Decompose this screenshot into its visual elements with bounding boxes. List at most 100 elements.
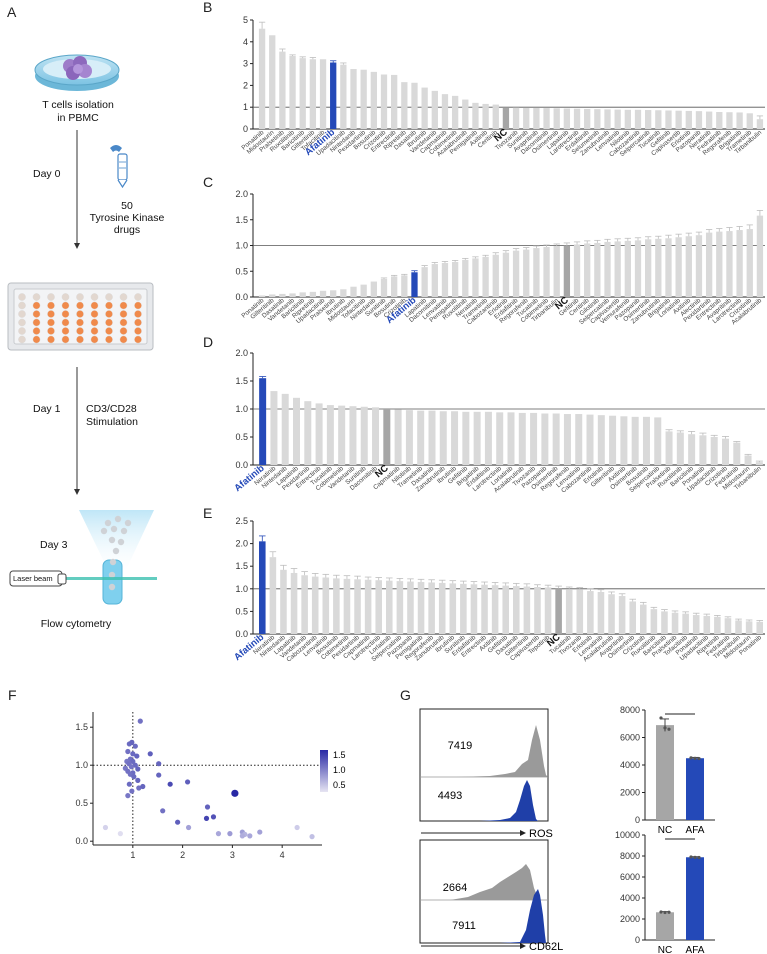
bar-chart-cell-counts: 0.00.51.01.52.02.5AfatinibNeratinibNinte…	[232, 516, 765, 664]
bar	[333, 578, 340, 634]
replicate-point	[697, 855, 701, 860]
bar	[301, 575, 308, 634]
scatter-point	[156, 761, 162, 767]
bar	[685, 110, 692, 129]
bar	[259, 541, 266, 634]
panel-letter-e: E	[203, 505, 212, 521]
bar	[695, 111, 703, 129]
drug-tube-icon	[110, 145, 128, 189]
scatter-point	[126, 781, 132, 787]
bar	[597, 415, 605, 465]
bar	[441, 263, 449, 297]
y-tick-label: 0.0	[235, 292, 248, 302]
y-tick-label: 2.5	[235, 516, 248, 526]
legend-tick-label: 1.5	[333, 750, 346, 760]
bar	[746, 229, 753, 297]
bar	[350, 286, 357, 297]
bar	[584, 108, 591, 129]
well	[119, 301, 128, 310]
bar	[609, 415, 617, 465]
scatter-point	[160, 808, 166, 814]
bar	[587, 591, 594, 634]
bar	[624, 240, 631, 297]
well	[32, 335, 41, 344]
bar	[642, 416, 650, 465]
bar	[576, 589, 584, 634]
bar	[304, 401, 312, 465]
bar	[281, 393, 289, 465]
step1-text-line1: T cells isolation	[42, 99, 114, 111]
scatter-point	[203, 815, 210, 822]
y-tick-label: 0.0	[235, 629, 248, 639]
bar	[733, 442, 741, 465]
bar	[462, 411, 470, 465]
bar	[386, 580, 393, 634]
bar	[710, 437, 718, 465]
y-tick-label: 2.0	[235, 189, 248, 199]
bar	[686, 857, 704, 940]
bar	[714, 616, 721, 634]
bar	[512, 107, 520, 129]
bar	[631, 416, 639, 465]
bar	[451, 261, 459, 297]
well	[18, 310, 26, 318]
bar	[319, 59, 327, 129]
bar	[573, 108, 581, 129]
bar	[330, 290, 337, 297]
y-tick-label: 0.5	[235, 606, 248, 616]
bar	[716, 111, 723, 129]
bar	[746, 113, 753, 129]
y-tick-label: 0.5	[235, 266, 248, 276]
bar	[396, 581, 404, 634]
well	[105, 335, 113, 344]
well	[105, 301, 113, 310]
bar	[745, 621, 753, 634]
replicate-point	[693, 756, 697, 761]
x-tick-label: 4	[280, 850, 285, 860]
bar	[523, 586, 531, 634]
bar	[299, 58, 306, 129]
scatter-point	[257, 829, 263, 835]
cd62l-axis-label: CD62L	[529, 941, 563, 953]
well	[18, 335, 26, 344]
replicate-point	[663, 910, 667, 915]
well	[18, 318, 26, 327]
y-tick-label: 1.5	[235, 215, 248, 225]
bar	[370, 281, 377, 297]
bar	[756, 215, 764, 297]
bar	[675, 110, 682, 129]
well	[47, 310, 55, 318]
y-tick-label: 1.0	[235, 404, 248, 414]
well	[18, 293, 26, 301]
bar	[575, 414, 583, 465]
y-tick-label: 6000	[620, 733, 640, 743]
bar	[401, 275, 408, 297]
bar	[523, 249, 530, 297]
bar	[685, 236, 692, 297]
ros-histogram-gray	[456, 725, 548, 777]
well	[61, 327, 70, 335]
bar	[563, 414, 571, 465]
bar	[703, 615, 711, 634]
bar	[513, 586, 520, 634]
bar	[340, 289, 347, 297]
bar	[460, 583, 467, 634]
bar	[645, 239, 652, 297]
well	[90, 310, 99, 318]
bar	[484, 411, 492, 465]
bar	[350, 69, 357, 129]
bar	[343, 578, 351, 634]
bar	[258, 28, 266, 129]
bar	[330, 62, 337, 130]
scatter-point	[294, 824, 300, 831]
scatter-point	[130, 751, 136, 757]
panel-letter-g: G	[400, 687, 411, 703]
scatter-point	[135, 777, 141, 784]
scatter-point	[175, 819, 181, 825]
bar	[665, 238, 672, 297]
bar-chart-living: 0.00.51.01.52.0AfatinibNeratinibNintedan…	[232, 348, 765, 495]
replicate-point	[693, 855, 697, 859]
bar	[675, 237, 682, 297]
bar	[309, 291, 317, 297]
category-label: NC	[658, 945, 672, 954]
